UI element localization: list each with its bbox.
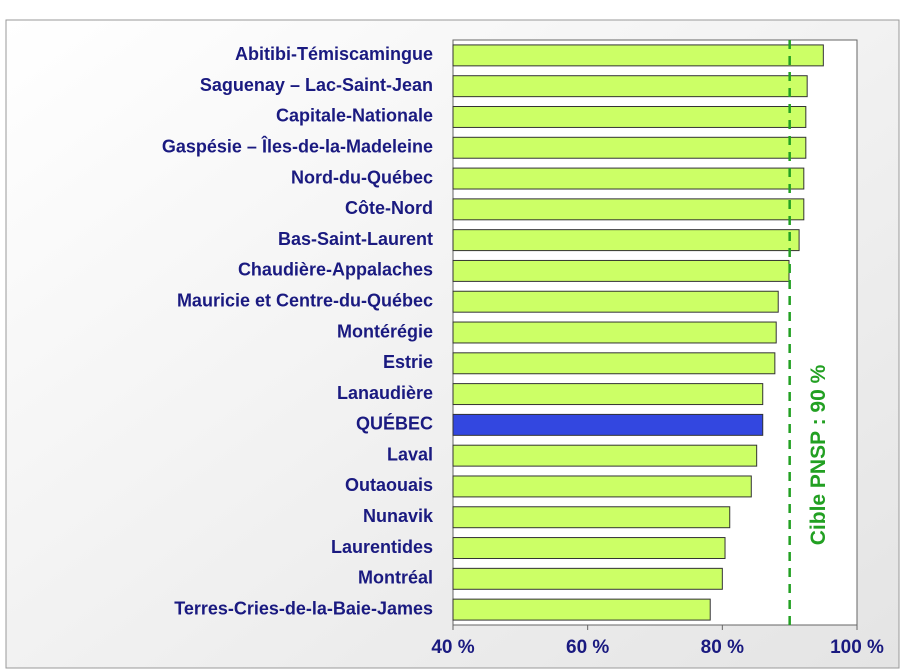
bar [452,567,723,590]
y-tick-label: Outaouais [345,475,433,495]
y-tick-label: Bas-Saint-Laurent [278,229,433,249]
bar [452,167,805,190]
y-tick-label: Saguenay – Lac-Saint-Jean [200,75,433,95]
bar [452,506,731,529]
bar [452,198,805,221]
bar [452,598,711,621]
bar [452,475,752,498]
bar [452,383,764,406]
bar [452,229,800,252]
y-tick-label: Lanaudière [337,383,433,403]
y-tick-label: Capitale-Nationale [276,106,433,126]
bar [452,352,776,375]
x-tick-label: 80 % [701,637,744,658]
bar [452,106,807,128]
bar [452,259,790,282]
bar [452,290,779,313]
y-tick-label: Laval [387,444,433,464]
y-tick-label: Terres-Cries-de-la-Baie-James [174,598,433,618]
y-tick-label: Chaudière-Appalaches [238,260,433,280]
y-tick-label: Gaspésie – Îles-de-la-Madeleine [162,136,433,157]
y-tick-label: Mauricie et Centre-du-Québec [177,290,433,310]
bar [452,44,824,67]
y-tick-label: Montréal [358,568,433,588]
y-tick-label: Laurentides [331,537,433,557]
y-tick-label: QUÉBEC [356,413,433,434]
x-tick-label: 40 % [431,637,474,658]
y-tick-label: Côte-Nord [345,198,433,218]
target-label: Cible PNSP : 90 % [807,364,830,545]
bar [452,444,758,467]
x-tick-label: 100 % [830,637,884,658]
y-tick-label: Nunavik [363,506,434,526]
y-tick-label: Nord-du-Québec [291,167,433,187]
y-tick-label: Abitibi-Témiscamingue [235,44,433,64]
x-tick-label: 60 % [566,637,609,658]
bar [452,413,764,436]
y-tick-label: Estrie [383,352,433,372]
y-tick-label: Montérégie [337,321,433,341]
bar [452,75,808,98]
bar [452,136,807,159]
bar [452,321,777,344]
bar [452,537,726,559]
